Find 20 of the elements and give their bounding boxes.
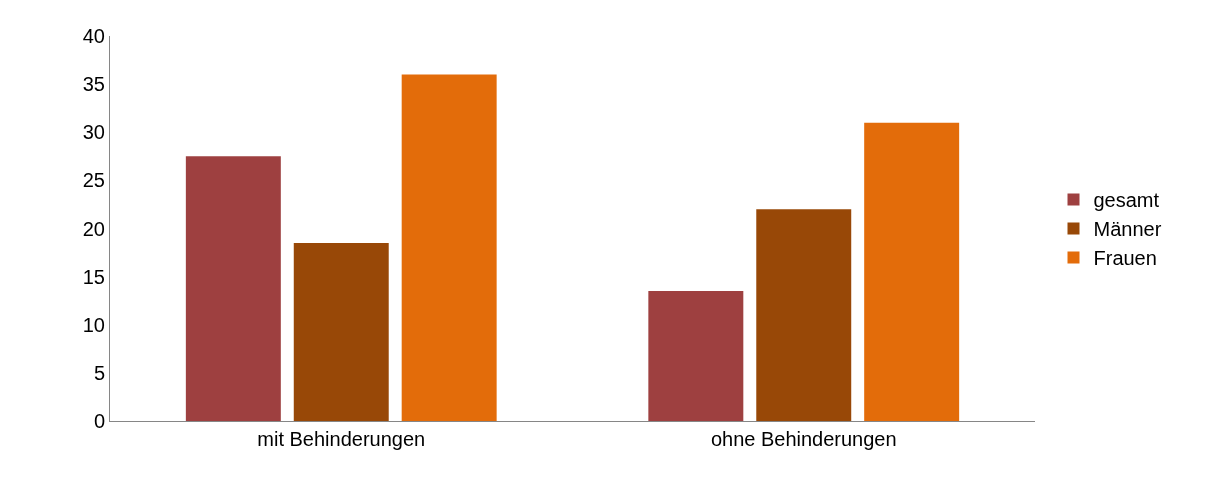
y-tick-label: 30 <box>82 121 105 144</box>
bar <box>648 291 744 421</box>
legend-label: Männer <box>1093 218 1162 241</box>
x-tick-label: mit Behinderungen <box>257 428 426 450</box>
x-tick-label: ohne Behinderungen <box>710 428 897 450</box>
bar <box>185 156 281 421</box>
bar <box>864 122 960 421</box>
bar <box>293 242 389 421</box>
y-tick-label: 25 <box>82 169 105 192</box>
y-tick-label: 10 <box>82 313 105 336</box>
y-tick-label: 5 <box>93 361 105 384</box>
legend-label: gesamt <box>1093 189 1160 212</box>
legend-label: Frauen <box>1093 247 1157 270</box>
y-tick-label: 0 <box>93 410 105 432</box>
y-tick-label: 20 <box>82 217 105 240</box>
y-tick-label: 40 <box>82 25 105 47</box>
y-tick-label: 15 <box>82 265 105 288</box>
y-tick-label: 35 <box>82 73 105 96</box>
bar <box>756 209 852 421</box>
bar <box>401 74 497 421</box>
